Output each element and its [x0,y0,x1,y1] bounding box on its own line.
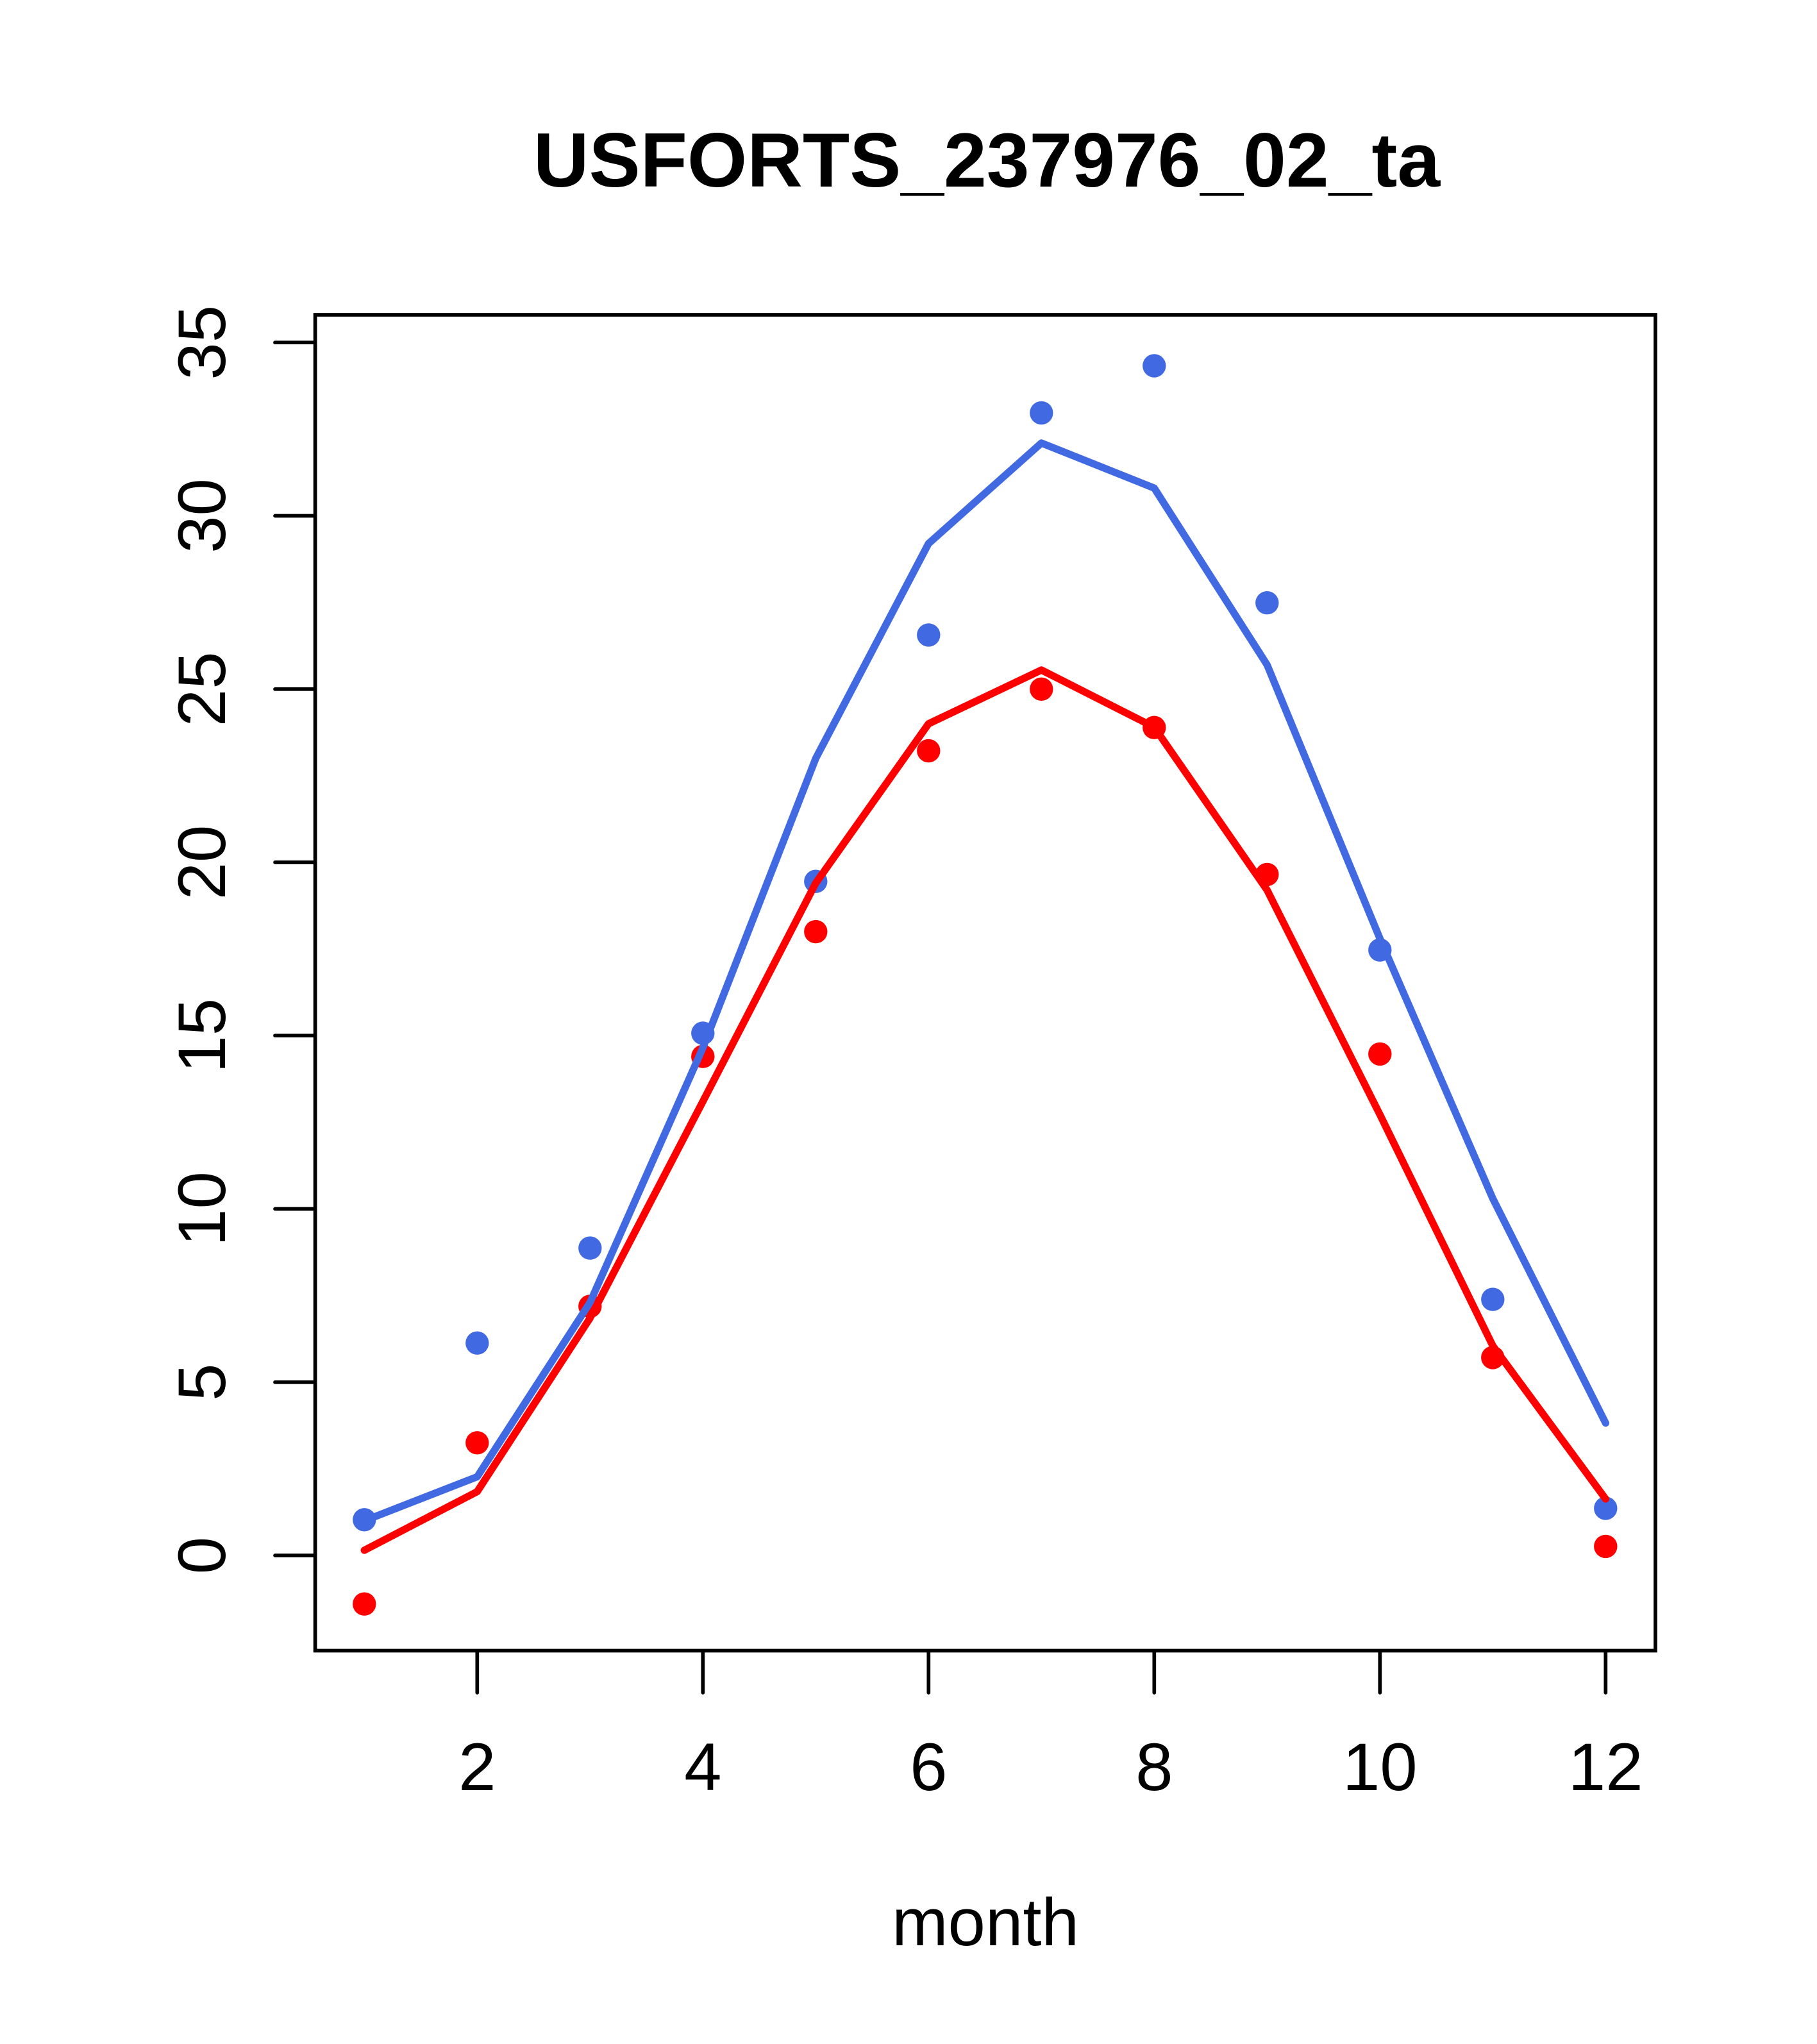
svg-text:35: 35 [165,305,240,380]
svg-text:0: 0 [165,1537,240,1574]
svg-text:10: 10 [1343,1730,1418,1805]
svg-text:20: 20 [165,825,240,900]
svg-text:4: 4 [684,1730,721,1805]
svg-text:2: 2 [458,1730,496,1805]
svg-text:30: 30 [165,478,240,553]
svg-text:6: 6 [910,1730,947,1805]
svg-text:8: 8 [1135,1730,1173,1805]
svg-text:10: 10 [165,1171,240,1246]
svg-text:25: 25 [165,651,240,726]
svg-text:month: month [892,1885,1079,1960]
svg-text:15: 15 [165,998,240,1073]
svg-text:USFORTS_237976_02_ta: USFORTS_237976_02_ta [533,117,1441,203]
svg-text:12: 12 [1568,1730,1643,1805]
svg-text:5: 5 [165,1364,240,1401]
